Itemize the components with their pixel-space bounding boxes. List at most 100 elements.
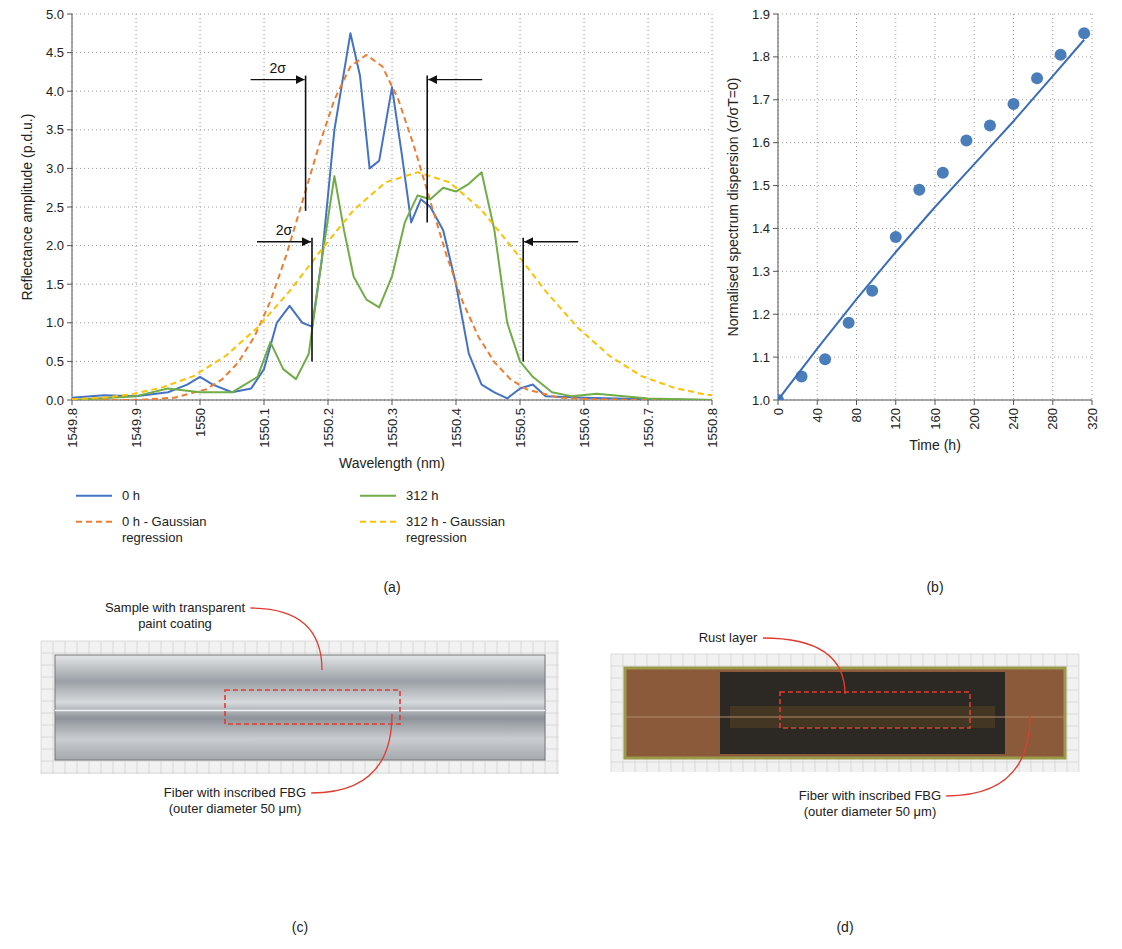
- annotation-text: 2σ: [276, 222, 293, 238]
- tick-mark: [72, 400, 73, 405]
- data-group: [778, 27, 1090, 400]
- annotation-text: 2σ: [269, 60, 286, 76]
- y-tick-label: 5.0: [46, 7, 64, 22]
- text-line: (outer diameter 50 μm): [804, 804, 936, 819]
- data-line: [778, 40, 1084, 400]
- legend-label: 312 h: [406, 488, 439, 503]
- tick-mark: [67, 168, 72, 169]
- x-tick-label: 1550.8: [705, 408, 720, 448]
- paper-grid: [41, 641, 559, 642]
- paper-grid: [1079, 654, 1080, 772]
- data-point: [890, 231, 902, 243]
- text-line: 0 h: [122, 488, 140, 503]
- data-line: [72, 55, 712, 400]
- grid-line: [72, 207, 712, 208]
- photo-annotation: Fiber with inscribed FBG(outer diameter …: [164, 785, 306, 816]
- text-line: Rust layer: [699, 630, 758, 645]
- tick-mark: [67, 361, 72, 362]
- tick-mark: [648, 400, 649, 405]
- leader-line: [250, 608, 322, 670]
- grid-line: [856, 14, 857, 400]
- leader-line: [763, 638, 845, 694]
- data-point: [819, 353, 831, 365]
- figure: 1549.81549.915501550.11550.21550.31550.4…: [0, 0, 1122, 949]
- y-tick-label: 1.6: [752, 135, 770, 150]
- text-line: (outer diameter 50 μm): [169, 801, 301, 816]
- fiber: [55, 710, 545, 712]
- x-tick-label: 280: [1045, 408, 1060, 430]
- grid-line: [778, 228, 1092, 229]
- photo-annotation: Rust layer: [699, 630, 758, 645]
- y-axis: [72, 14, 73, 400]
- y-tick-label: 1.5: [752, 178, 770, 193]
- legend-swatch: [360, 521, 396, 523]
- sample: [625, 668, 1065, 758]
- fbg-region: [780, 692, 970, 728]
- data-point: [984, 120, 996, 132]
- grid-line: [778, 185, 1092, 186]
- paper: [41, 641, 559, 774]
- y-tick-label: 1.0: [46, 315, 64, 330]
- data-line: [72, 172, 712, 400]
- panel-label: (c): [292, 919, 308, 935]
- leader-line: [946, 716, 1030, 796]
- tick-mark: [778, 400, 779, 405]
- annotation-arrow: [257, 241, 311, 242]
- tick-mark: [773, 14, 778, 15]
- x-axis-title: Time (h): [909, 437, 961, 453]
- tick-mark: [67, 400, 72, 401]
- tick-mark: [67, 91, 72, 92]
- y-tick-label: 1.3: [752, 264, 770, 279]
- grid-line: [895, 14, 896, 400]
- y-tick-label: 1.5: [46, 277, 64, 292]
- y-tick-label: 1.0: [752, 393, 770, 408]
- data-group: [72, 33, 712, 400]
- paper-grid: [41, 773, 559, 774]
- grid-line: [778, 14, 779, 400]
- text-line: Sample with transparent: [105, 600, 246, 615]
- tick-mark: [328, 400, 329, 405]
- grid-line: [72, 168, 712, 169]
- x-tick-label: 40: [810, 408, 825, 422]
- annotation-arrow: [251, 79, 305, 80]
- tick-mark: [856, 400, 857, 405]
- y-tick-label: 3.5: [46, 122, 64, 137]
- data-point: [960, 135, 972, 147]
- x-tick-label: 1550: [193, 408, 208, 437]
- grid-line: [778, 56, 1092, 57]
- annotation-arrow: [524, 241, 578, 242]
- tick-mark: [773, 185, 778, 186]
- data-line: [72, 172, 712, 399]
- tick-mark: [584, 400, 585, 405]
- tick-mark: [773, 400, 778, 401]
- paper-grid: [623, 654, 624, 772]
- text-line: 312 h - Gaussian: [406, 514, 505, 529]
- paper-grid: [557, 641, 558, 774]
- tick-mark: [67, 129, 72, 130]
- tick-mark: [773, 228, 778, 229]
- grid-line: [72, 14, 73, 400]
- tick-mark: [773, 99, 778, 100]
- paper-grid: [611, 654, 1079, 655]
- text-line: regression: [406, 530, 467, 545]
- x-tick-label: 240: [1006, 408, 1021, 430]
- data-point: [913, 184, 925, 196]
- x-tick-label: 120: [888, 408, 903, 430]
- x-axis-title: Wavelength (nm): [339, 455, 445, 471]
- x-tick-label: 160: [928, 408, 943, 430]
- paper-grid: [41, 653, 559, 654]
- grid-line: [1013, 14, 1014, 400]
- sample: [55, 655, 545, 760]
- x-axis: [778, 400, 1092, 401]
- chart-panel: 1549.81549.915501550.11550.21550.31550.4…: [19, 7, 720, 596]
- legend-swatch: [360, 495, 396, 497]
- annotation-line: [426, 76, 428, 223]
- tick-mark: [773, 357, 778, 358]
- paper-grid: [611, 666, 1079, 667]
- x-tick-label: 1550.3: [385, 408, 400, 448]
- annotation-line: [522, 238, 524, 362]
- tick-mark: [520, 400, 521, 405]
- x-tick-label: 1550.4: [449, 408, 464, 448]
- tick-mark: [67, 207, 72, 208]
- paper-grid: [41, 641, 42, 774]
